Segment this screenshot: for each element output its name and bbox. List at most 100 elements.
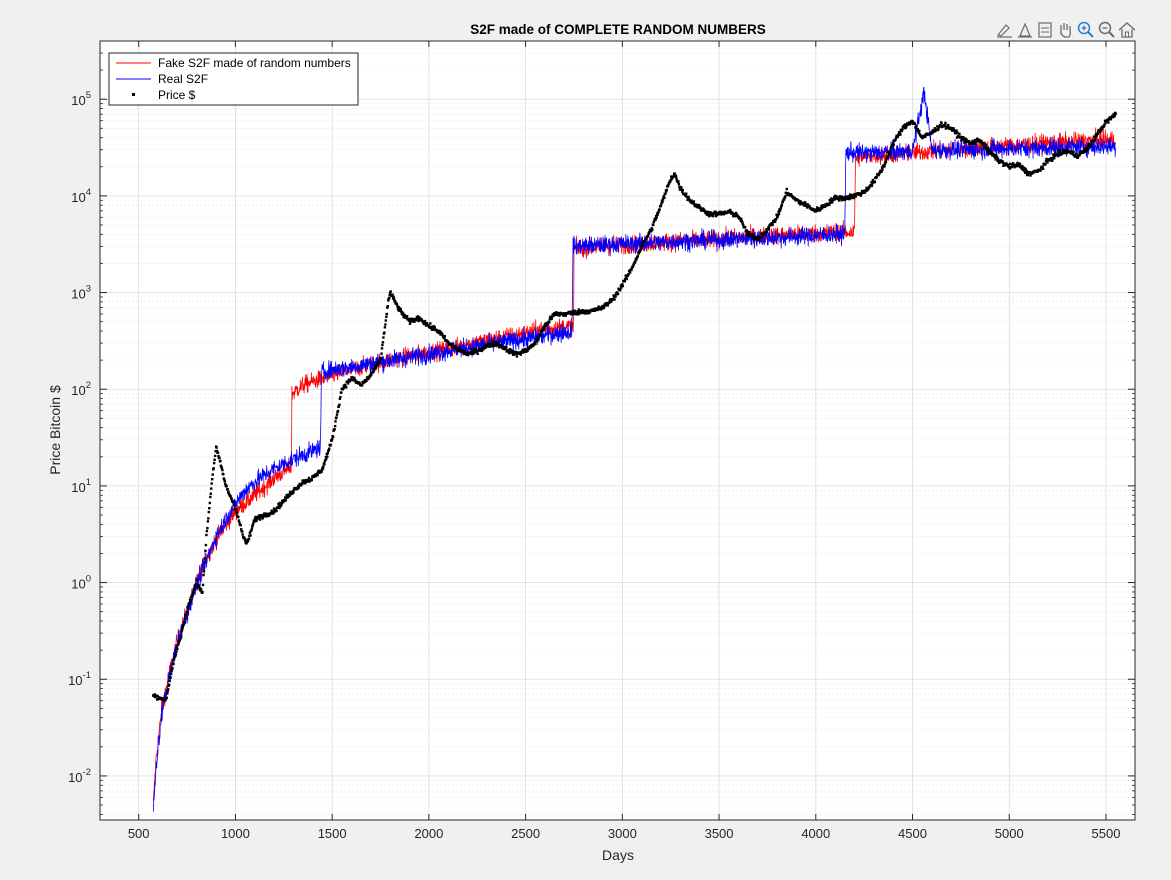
price-point	[779, 207, 782, 211]
price-point	[1086, 148, 1089, 151]
x-axis-label: Days	[602, 847, 634, 863]
price-point	[169, 676, 172, 679]
price-point	[382, 336, 385, 339]
price-point	[523, 347, 526, 351]
price-point	[532, 343, 535, 346]
price-point	[1057, 148, 1061, 152]
price-point	[511, 349, 514, 352]
price-point	[243, 537, 246, 540]
price-point	[931, 131, 934, 135]
price-point	[204, 549, 207, 552]
datatip-icon[interactable]	[1018, 22, 1032, 38]
price-point	[911, 119, 914, 123]
price-point	[221, 468, 224, 472]
price-point	[524, 348, 528, 351]
price-point	[442, 335, 445, 338]
price-point	[202, 569, 206, 573]
price-point	[1052, 153, 1055, 156]
price-point	[994, 158, 997, 161]
insert-legend-icon[interactable]	[1038, 22, 1052, 38]
price-point	[378, 361, 381, 365]
price-point	[436, 329, 440, 332]
price-point	[174, 653, 178, 656]
price-point	[944, 121, 947, 125]
price-point	[1076, 156, 1080, 159]
legend[interactable]: Fake S2F made of random numbers Real S2F…	[108, 52, 359, 106]
price-point	[1026, 172, 1029, 175]
price-point	[408, 322, 412, 325]
price-point	[752, 236, 755, 239]
price-point	[965, 138, 968, 141]
price-point	[262, 514, 265, 518]
price-point	[253, 518, 256, 521]
price-point	[901, 128, 904, 131]
price-point	[301, 479, 304, 482]
price-point	[883, 165, 886, 168]
price-point	[199, 587, 203, 591]
price-point	[1088, 145, 1092, 148]
price-point	[485, 345, 489, 348]
pan-hand-icon[interactable]	[1060, 23, 1071, 38]
price-point	[498, 346, 501, 349]
price-point	[650, 230, 653, 233]
price-point	[539, 334, 542, 337]
price-point	[370, 373, 373, 376]
price-point	[203, 561, 206, 564]
price-point	[384, 319, 387, 322]
price-point	[612, 294, 615, 297]
price-point	[892, 142, 895, 145]
price-point	[624, 274, 627, 277]
price-point	[573, 309, 577, 313]
price-point	[166, 690, 169, 693]
price-point	[521, 348, 524, 352]
price-point	[1013, 166, 1016, 169]
price-point	[715, 214, 718, 218]
price-point	[1050, 157, 1053, 160]
plot-area[interactable]	[100, 41, 1135, 820]
price-point	[423, 319, 427, 323]
price-point	[224, 482, 227, 486]
price-point	[1085, 146, 1089, 149]
price-point	[521, 350, 524, 353]
price-point	[1098, 131, 1101, 134]
price-point	[665, 188, 668, 192]
price-point	[602, 306, 606, 309]
brush-icon[interactable]	[996, 24, 1012, 38]
x-tick-label: 5500	[1092, 826, 1121, 841]
price-point	[185, 611, 189, 614]
price-point	[702, 207, 705, 211]
price-point	[305, 480, 308, 483]
price-point	[851, 193, 854, 197]
price-point	[1023, 166, 1026, 170]
price-point	[1109, 118, 1112, 121]
price-point	[431, 325, 434, 328]
price-point	[415, 319, 418, 322]
price-point	[1056, 153, 1059, 156]
price-point	[280, 503, 283, 507]
price-point	[984, 143, 988, 146]
price-point	[661, 198, 665, 201]
axes-frame	[99, 40, 1136, 821]
price-point	[714, 210, 717, 214]
price-point	[859, 194, 862, 197]
price-point	[913, 122, 917, 125]
price-point	[986, 146, 990, 149]
price-point	[577, 313, 580, 316]
price-point	[417, 319, 420, 323]
price-point	[375, 364, 378, 367]
price-point	[692, 200, 696, 203]
zoom-in-icon[interactable]	[1077, 21, 1094, 38]
price-point	[764, 232, 767, 235]
zoom-out-icon[interactable]	[1098, 21, 1115, 38]
price-point	[387, 299, 390, 302]
price-point	[558, 313, 562, 316]
price-point	[797, 201, 801, 205]
price-point	[533, 340, 536, 343]
price-point	[389, 291, 392, 295]
price-point	[379, 357, 383, 360]
price-point	[338, 403, 341, 406]
home-icon[interactable]	[1118, 22, 1136, 38]
price-point	[509, 349, 512, 352]
price-point	[996, 157, 1000, 161]
